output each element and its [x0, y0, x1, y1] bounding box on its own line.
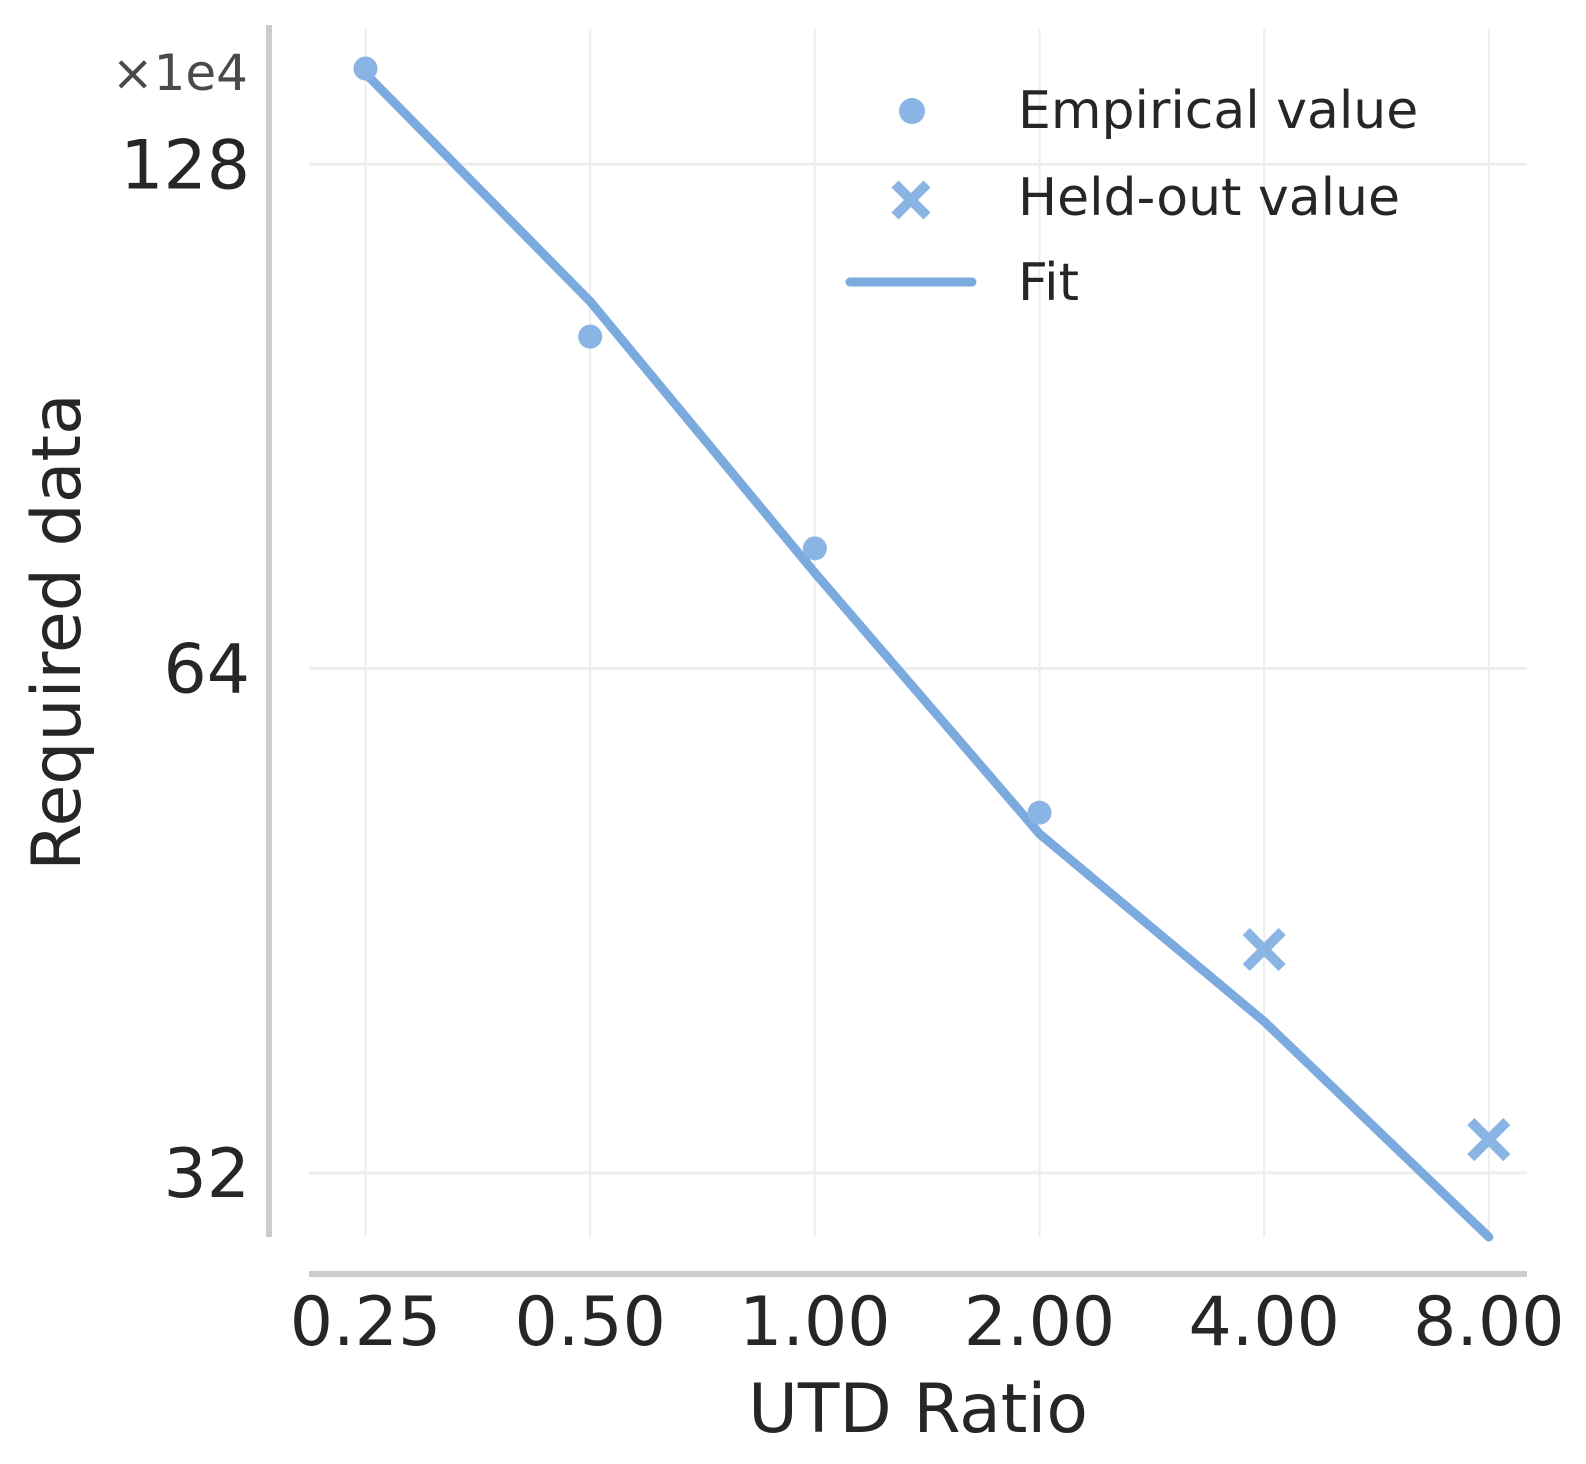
y-tick-label: 32	[163, 1135, 250, 1214]
fit-layer	[361, 69, 1494, 1242]
fit-line	[361, 69, 1494, 1242]
x-axis-title: UTD Ratio	[748, 1370, 1088, 1449]
y-axis-title: Required data	[18, 393, 97, 870]
y-tick-labels: 32 64 128	[120, 126, 250, 1214]
y-multiplier-label: ×1e4	[112, 44, 248, 102]
legend-heldout-label: Held-out value	[1018, 168, 1400, 228]
legend-heldout-marker	[891, 180, 931, 220]
empirical-point	[353, 56, 378, 81]
grid	[309, 29, 1527, 1237]
x-tick-label: 4.00	[1188, 1283, 1339, 1362]
x-tick-label: 1.00	[739, 1283, 890, 1362]
legend: Empirical value Held-out value Fit	[845, 81, 1418, 313]
y-tick-label: 128	[120, 126, 250, 205]
empirical-point	[1027, 800, 1052, 825]
legend-empirical-marker	[899, 98, 925, 124]
x-tick-label: 0.25	[290, 1283, 441, 1362]
heldout-point	[1242, 927, 1286, 972]
heldout-point	[1467, 1118, 1511, 1162]
x-tick-labels: 0.25 0.50 1.00 2.00 4.00 8.00	[290, 1283, 1565, 1362]
empirical-point	[802, 536, 827, 561]
x-tick-label: 0.50	[514, 1283, 665, 1362]
marker-layer	[353, 56, 1511, 1162]
y-tick-label: 64	[163, 631, 250, 710]
legend-fit-label: Fit	[1018, 253, 1079, 313]
x-tick-label: 2.00	[964, 1283, 1115, 1362]
x-tick-label: 8.00	[1413, 1283, 1564, 1362]
empirical-point	[578, 324, 603, 349]
legend-empirical-label: Empirical value	[1018, 81, 1418, 141]
